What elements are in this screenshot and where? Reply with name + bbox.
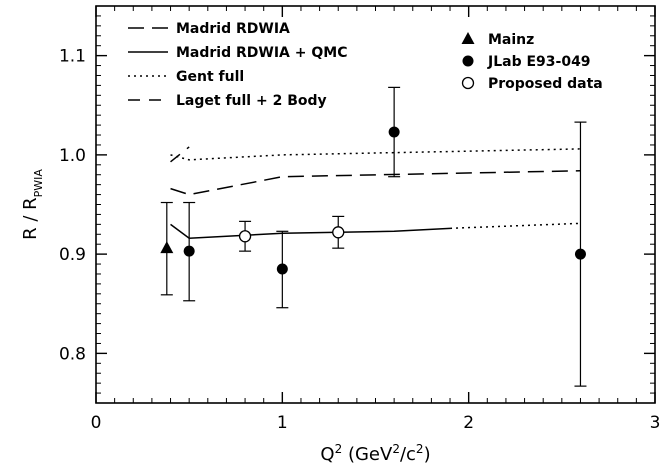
- legend-label-madrid-rdwia-qmc: Madrid RDWIA + QMC: [176, 45, 347, 61]
- x-tick-label: 1: [277, 413, 288, 433]
- x-tick-label: 2: [463, 413, 474, 433]
- y-tick-label: 0.9: [59, 245, 86, 265]
- point-proposed-data: [332, 215, 345, 249]
- point-mainz: [160, 201, 174, 296]
- filled-circle-marker: [276, 263, 288, 275]
- point-jlab-e93-049: [574, 121, 587, 387]
- filled-circle-marker: [183, 245, 195, 257]
- curve-gent-full: [170, 148, 581, 161]
- point-proposed-data: [238, 220, 252, 252]
- curve-madrid-rdwia-qmc: [170, 223, 451, 240]
- legend-label-proposed-data: Proposed data: [488, 76, 603, 92]
- open-circle-marker: [461, 76, 475, 90]
- y-axis-title: R / RPWIA: [20, 169, 45, 240]
- triangle-marker: [160, 241, 174, 254]
- legend: Madrid RDWIA Madrid RDWIA + QMC Gent full L…: [128, 21, 603, 109]
- filled-circle-marker: [462, 55, 474, 67]
- curve-extension: [450, 222, 581, 230]
- point-jlab-e93-049: [183, 201, 196, 302]
- data-points: [160, 86, 587, 387]
- y-tick-label: 1.0: [59, 146, 86, 166]
- legend-label-gent-full: Gent full: [176, 69, 244, 85]
- legend-label-jlab-e93-049: JLab E93-049: [487, 54, 591, 70]
- theory-curves: [170, 146, 581, 240]
- open-circle-marker: [332, 226, 345, 239]
- axis-ticks: 0 1 2 3 0.8 0.9 1.0 1.1: [59, 5, 661, 433]
- open-circle-marker: [238, 230, 252, 243]
- filled-circle-marker: [388, 126, 400, 138]
- point-jlab-e93-049: [276, 230, 289, 309]
- filled-circle-marker: [574, 248, 586, 260]
- triangle-marker: [461, 32, 475, 44]
- x-axis-title: Q2 (GeV2/c2): [320, 442, 430, 465]
- y-tick-label: 1.1: [59, 47, 86, 67]
- point-jlab-e93-049: [388, 86, 401, 178]
- curve-laget-full-2-body: [170, 146, 190, 163]
- legend-label-madrid-rdwia: Madrid RDWIA: [176, 21, 290, 37]
- x-tick-label: 3: [650, 413, 661, 433]
- x-tick-label: 0: [91, 413, 102, 433]
- legend-label-mainz: Mainz: [488, 32, 534, 48]
- legend-label-laget-full-2-body: Laget full + 2 Body: [176, 93, 327, 109]
- y-tick-label: 0.8: [59, 344, 86, 364]
- curve-madrid-rdwia: [170, 170, 581, 196]
